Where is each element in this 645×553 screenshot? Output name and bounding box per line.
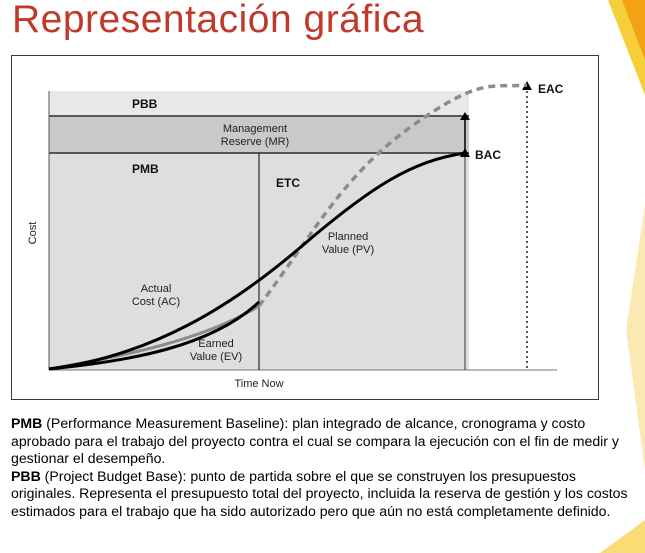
planned-value-label-2: Value (PV) bbox=[322, 244, 374, 256]
pbb-band bbox=[49, 91, 469, 116]
etc-forecast-curve bbox=[257, 83, 528, 308]
pmb-term: PMB bbox=[11, 415, 43, 431]
actual-cost-label-2: Cost (AC) bbox=[132, 296, 180, 308]
pbb-definition: (Project Budget Base): punto de partida … bbox=[11, 467, 628, 519]
decorative-corner-shapes bbox=[600, 0, 645, 553]
mr-arrow-head bbox=[460, 112, 470, 120]
pmb-label: PMB bbox=[132, 162, 159, 176]
management-reserve-label-2: Reserve (MR) bbox=[221, 136, 289, 148]
bac-label: BAC bbox=[475, 148, 501, 162]
bac-marker bbox=[460, 148, 470, 157]
pbb-term: PBB bbox=[11, 467, 41, 484]
earned-value-label-1: Earned bbox=[198, 338, 233, 350]
pmb-definition: (Performance Measurement Baseline): plan… bbox=[11, 415, 619, 467]
time-now-label: Time Now bbox=[234, 378, 283, 390]
management-reserve-label-1: Management bbox=[223, 123, 287, 135]
etc-label: ETC bbox=[276, 176, 300, 190]
pbb-label: PBB bbox=[132, 97, 158, 111]
cost-axis-label: Cost bbox=[27, 222, 39, 245]
planned-value-label-1: Planned bbox=[328, 231, 368, 243]
earned-value-label-2: Value (EV) bbox=[190, 351, 242, 363]
evm-diagram: PBB Management Reserve (MR) PMB ETC EAC … bbox=[11, 55, 599, 400]
planned-value-curve bbox=[48, 151, 466, 371]
evm-diagram-svg: PBB Management Reserve (MR) PMB ETC EAC … bbox=[27, 81, 564, 390]
earned-value-curve bbox=[48, 300, 261, 371]
eac-label: EAC bbox=[538, 82, 564, 96]
slide-title: Representación gráfica bbox=[12, 0, 425, 41]
actual-cost-label-1: Actual bbox=[141, 283, 172, 295]
definitions-text: PMB (Performance Measurement Baseline): … bbox=[11, 415, 635, 521]
